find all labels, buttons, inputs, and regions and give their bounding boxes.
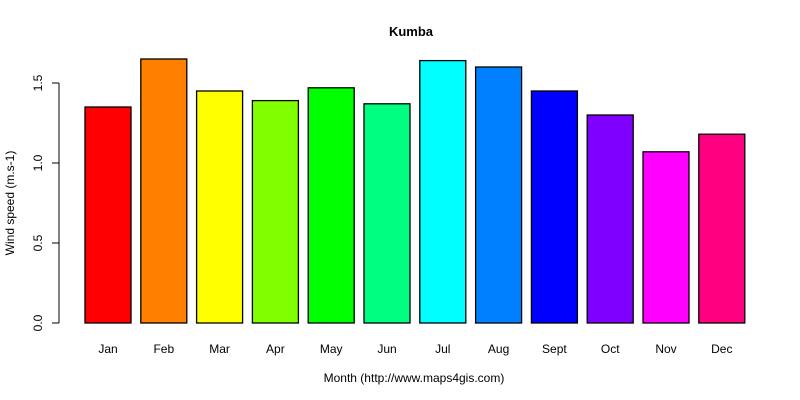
x-tick-label: Jan — [98, 342, 117, 356]
bar-oct — [586, 114, 634, 324]
bar-sept — [530, 90, 579, 324]
y-tick-label: 0.5 — [31, 234, 45, 251]
y-axis-label: Wind speed (m.s-1) — [3, 151, 17, 256]
x-tick-label: Feb — [153, 342, 174, 356]
bars-group — [84, 58, 746, 324]
bar-aug — [474, 66, 523, 324]
bar-jan — [84, 106, 132, 324]
x-tick-label: Apr — [266, 342, 285, 356]
y-tick-label: 1.5 — [31, 74, 45, 91]
bar-mar — [195, 90, 244, 324]
chart-title: Kumba — [389, 24, 434, 39]
x-tick-label: Jul — [435, 342, 450, 356]
x-tick-label: Aug — [488, 342, 509, 356]
y-tick-label: 1.0 — [31, 154, 45, 171]
bar-jun — [363, 103, 411, 324]
bar-apr — [251, 99, 300, 324]
x-tick-label: Dec — [711, 342, 732, 356]
bar-jul — [419, 59, 467, 324]
x-tick-labels: Jan Feb Mar Apr May Jun Jul Aug Sept Oct Nov Dec — [98, 342, 732, 356]
x-tick-label: Mar — [209, 342, 230, 356]
bar-nov — [642, 151, 690, 324]
x-tick-label: Oct — [601, 342, 620, 356]
x-tick-label: May — [320, 342, 343, 356]
bar-feb — [140, 58, 188, 324]
x-tick-label: Jun — [377, 342, 396, 356]
x-tick-label: Nov — [655, 342, 676, 356]
y-axis: 0.0 0.5 1.0 1.5 — [31, 74, 60, 331]
bar-may — [307, 87, 355, 324]
x-tick-label: Sept — [542, 342, 567, 356]
x-axis-label: Month (http://www.maps4gis.com) — [324, 371, 505, 385]
y-tick-label: 0.0 — [31, 314, 45, 331]
bar-dec — [698, 133, 746, 324]
